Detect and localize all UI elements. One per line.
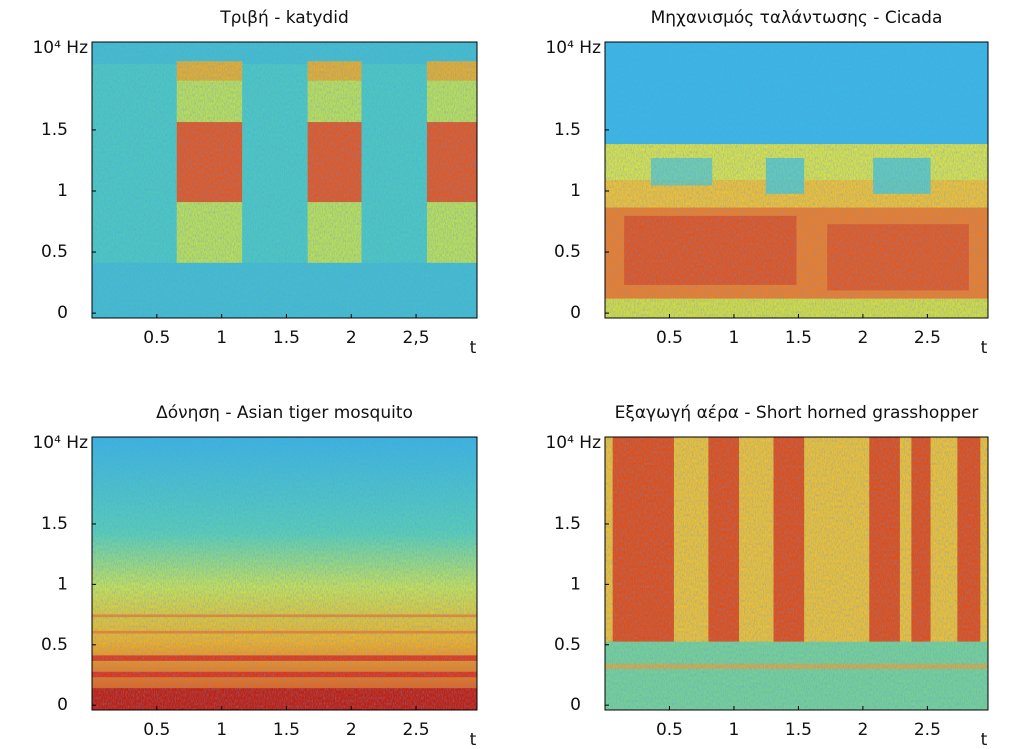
- chart-title: Μηχανισμός ταλάντωσης - Cicada: [651, 8, 943, 28]
- x-tick-label: 1: [729, 328, 740, 348]
- plot-frame: [91, 436, 478, 711]
- y-tick-label: 1: [570, 181, 581, 201]
- spectrogram-noise: [92, 437, 477, 710]
- plot-frame: [604, 41, 989, 319]
- x-tick-label: 1.5: [785, 328, 812, 348]
- panel: Μηχανισμός ταλάντωσης - Cicada 10⁴ Hz t 0 0.…: [545, 8, 989, 358]
- y-tick-label: 1.5: [554, 120, 581, 140]
- y-tick-label: 1.5: [554, 514, 581, 534]
- plot-frame: [91, 41, 478, 319]
- x-tick-label: 0.5: [656, 328, 683, 348]
- x-tick-label: 2.5: [914, 720, 941, 740]
- y-tick-label: 1.5: [41, 514, 68, 534]
- x-tick-label: 2,5: [403, 328, 430, 348]
- y-tick-label: 1: [57, 181, 68, 201]
- x-tick-label: 2: [346, 720, 357, 740]
- x-tick-label: 1.5: [273, 328, 300, 348]
- y-tick-label: 0.5: [41, 242, 68, 262]
- chart-title: Τριβή - katydid: [219, 8, 349, 28]
- spectrogram-noise: [605, 437, 988, 710]
- panel: Εξαγωγή αέρα - Short horned grasshopper 1…: [545, 403, 989, 749]
- y-tick-label: 0: [57, 303, 68, 323]
- x-tick-label: 1.5: [785, 720, 812, 740]
- x-tick-label: 2.5: [403, 720, 430, 740]
- x-axis-label: t: [981, 338, 988, 358]
- x-tick-label: 2: [857, 720, 868, 740]
- y-tick-label: 1: [570, 574, 581, 594]
- y-tick-label: 0.5: [554, 242, 581, 262]
- y-axis-label: 10⁴ Hz: [32, 38, 88, 58]
- x-axis-label: t: [470, 730, 477, 749]
- y-tick-label: 0: [570, 303, 581, 323]
- x-tick-label: 0.5: [143, 328, 170, 348]
- y-tick-label: 1: [57, 574, 68, 594]
- y-tick-label: 0.5: [554, 635, 581, 655]
- panel: Τριβή - katydid 10⁴ Hz t 0 0.5 1 1.5 0.5 1 1.5 2 2,…: [32, 8, 478, 358]
- chart-title: Εξαγωγή αέρα - Short horned grasshopper: [615, 403, 979, 423]
- spectrogram-noise: [92, 42, 477, 318]
- x-tick-label: 2: [346, 328, 357, 348]
- x-axis-label: t: [470, 338, 477, 358]
- y-axis-label: 10⁴ Hz: [545, 38, 601, 58]
- x-axis-label: t: [981, 730, 988, 749]
- y-axis-label: 10⁴ Hz: [545, 433, 601, 453]
- y-tick-label: 1.5: [41, 120, 68, 140]
- x-tick-label: 2: [857, 328, 868, 348]
- plot-frame: [604, 436, 989, 711]
- x-tick-label: 0.5: [656, 720, 683, 740]
- y-axis-label: 10⁴ Hz: [32, 433, 88, 453]
- spectrogram-noise: [605, 42, 988, 318]
- x-tick-label: 1.5: [273, 720, 300, 740]
- chart-title: Δόνηση - Asian tiger mosquito: [156, 403, 413, 423]
- x-tick-label: 1: [216, 720, 227, 740]
- y-tick-label: 0: [570, 695, 581, 715]
- x-tick-label: 1: [729, 720, 740, 740]
- y-tick-label: 0: [57, 695, 68, 715]
- x-tick-label: 0.5: [143, 720, 170, 740]
- panel: Δόνηση - Asian tiger mosquito 10⁴ Hz t 0 0.5…: [32, 403, 478, 749]
- y-tick-label: 0.5: [41, 635, 68, 655]
- x-tick-label: 2.5: [914, 328, 941, 348]
- x-tick-label: 1: [216, 328, 227, 348]
